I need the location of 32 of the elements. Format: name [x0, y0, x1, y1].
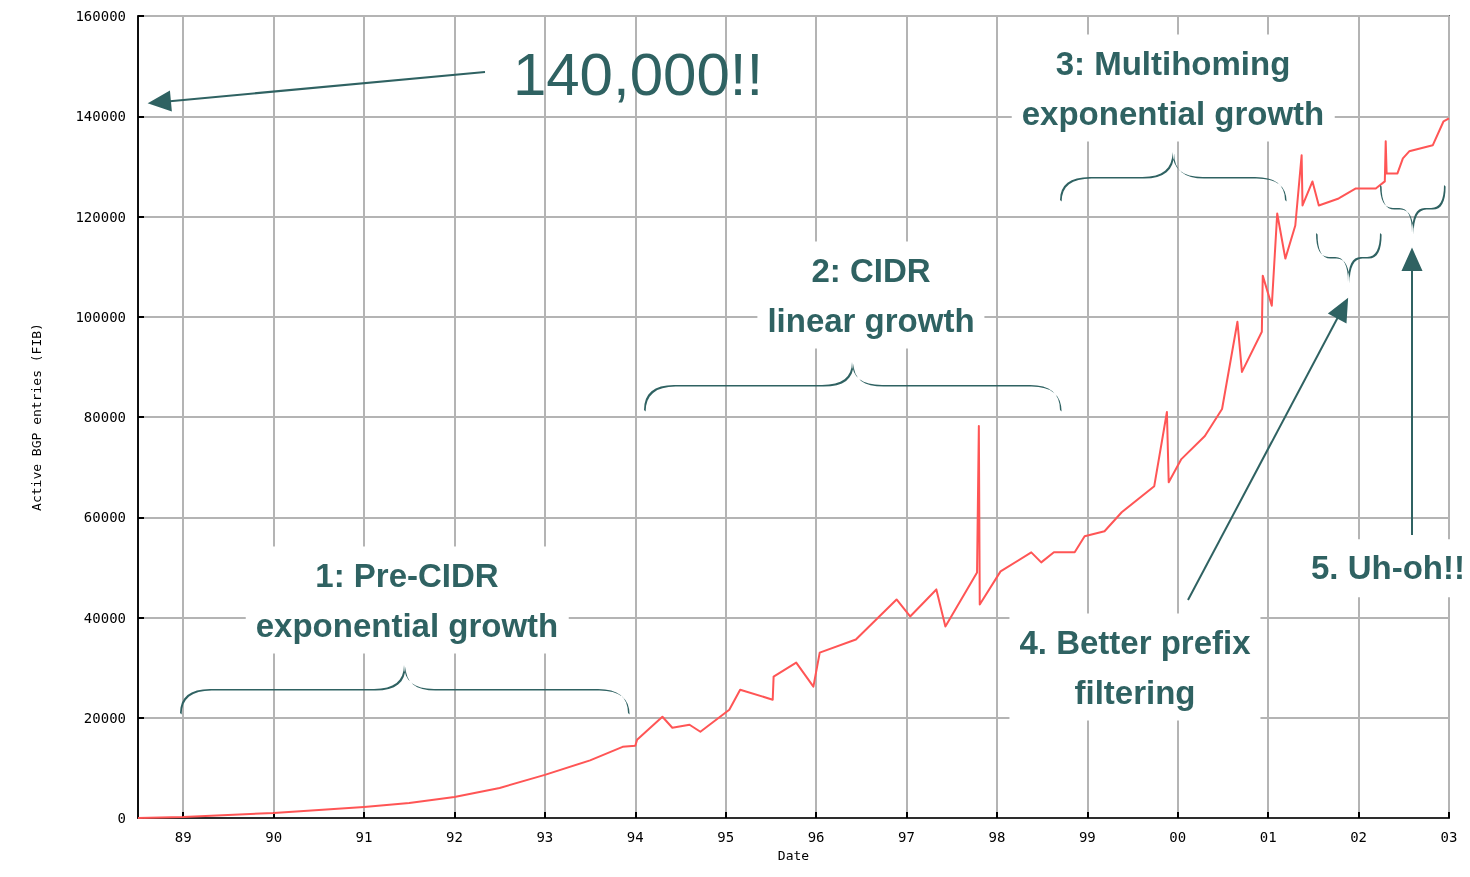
x-tick-label: 92 — [446, 829, 463, 845]
y-axis-title: Active BGP entries (FIB) — [29, 323, 44, 511]
y-tick-label: 0 — [117, 810, 126, 826]
annotation: 3: Multihoming exponential growth — [1011, 34, 1335, 142]
x-tick-label: 02 — [1350, 829, 1368, 845]
x-tick-label: 96 — [807, 829, 825, 845]
x-tick-label: 93 — [536, 829, 554, 845]
x-axis-title: Date — [777, 847, 810, 863]
y-tick-label: 20000 — [83, 709, 126, 726]
y-tick-label: 100000 — [75, 308, 126, 325]
annotation: 140,000!! — [511, 40, 765, 110]
x-tick-label: 99 — [1078, 829, 1096, 845]
y-tick-label: 120000 — [75, 208, 126, 225]
annotation: 2: CIDR linear growth — [757, 241, 985, 349]
x-tick-label: 91 — [355, 829, 373, 845]
annotation: 4. Better prefix filtering — [1009, 613, 1261, 721]
y-tick-label: 40000 — [83, 609, 126, 626]
x-tick-label: 89 — [174, 829, 192, 845]
x-tick-label: 97 — [898, 829, 915, 845]
x-tick-label: 90 — [265, 829, 283, 845]
y-tick-label: 80000 — [83, 409, 126, 425]
x-tick-label: 95 — [717, 829, 735, 845]
y-tick-label: 140000 — [75, 108, 126, 125]
annotation: 1: Pre-CIDR exponential growth — [245, 546, 569, 654]
annotation: 5. Uh-oh!! — [1301, 539, 1470, 597]
y-tick-label: 60000 — [83, 509, 126, 526]
y-tick-label: 160000 — [75, 8, 126, 24]
x-tick-label: 98 — [988, 829, 1006, 845]
x-tick-label: 94 — [626, 829, 644, 845]
x-tick-label: 00 — [1169, 829, 1187, 845]
x-tick-label: 01 — [1259, 829, 1277, 845]
x-tick-label: 03 — [1440, 829, 1458, 845]
